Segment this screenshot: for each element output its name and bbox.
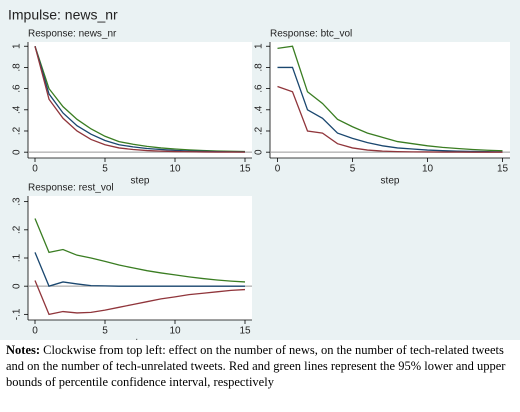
x-tick-label: 10 [169, 326, 181, 337]
notes-label: Notes: [6, 343, 41, 357]
y-tick-label: 0 [254, 149, 265, 155]
line-series [34, 46, 246, 153]
plot-area [28, 42, 252, 158]
line-series [277, 45, 503, 152]
x-axis-label: step [381, 176, 400, 187]
x-tick-label: 10 [169, 164, 181, 175]
x-tick-label: 15 [239, 326, 251, 337]
x-axis-label: step [131, 338, 150, 340]
panel-title: Response: btc_vol [270, 29, 352, 40]
y-tick-label: .2 [12, 225, 23, 234]
plot-area [270, 42, 510, 158]
y-tick-label: 0 [12, 283, 23, 289]
x-tick-label: 5 [102, 326, 108, 337]
y-tick-label: .6 [254, 84, 265, 93]
line-series [34, 218, 246, 283]
y-tick-label: .4 [254, 105, 265, 114]
panel-title: Response: news_nr [28, 29, 117, 40]
x-tick-label: 0 [32, 164, 38, 175]
x-tick-label: 5 [350, 164, 356, 175]
line-series [34, 252, 245, 287]
y-tick-label: 0 [12, 149, 23, 155]
figure-title: Impulse: news_nr [8, 7, 118, 23]
line-series [34, 46, 246, 153]
y-tick-label: .8 [254, 63, 265, 72]
y-tick-label: .4 [12, 105, 23, 114]
y-tick-label: .2 [254, 126, 265, 135]
x-tick-label: 15 [497, 164, 509, 175]
y-tick-label: -.1 [12, 308, 23, 320]
notes: Notes: Clockwise from top left: effect o… [6, 342, 514, 390]
x-tick-label: 15 [239, 164, 251, 175]
y-tick-label: .3 [12, 197, 23, 206]
line-series [277, 66, 503, 153]
x-tick-label: 0 [32, 326, 38, 337]
plot-area [28, 196, 252, 320]
x-axis-label: step [131, 176, 150, 187]
panel-title: Response: rest_vol [28, 183, 114, 194]
y-tick-label: 1 [254, 43, 265, 49]
line-series [34, 280, 246, 316]
y-tick-label: 1 [12, 43, 23, 49]
figure: Impulse: news_nr Response: news_nr 0 .2 .4.… [0, 0, 520, 340]
y-tick-label: .8 [12, 63, 23, 72]
x-tick-label: 0 [275, 164, 281, 175]
y-tick-label: .6 [12, 84, 23, 93]
x-tick-label: 10 [422, 164, 434, 175]
y-tick-label: .1 [12, 253, 23, 262]
notes-text: Clockwise from top left: effect on the n… [6, 343, 506, 389]
line-series [277, 85, 503, 153]
x-tick-label: 5 [102, 164, 108, 175]
y-tick-label: .2 [12, 126, 23, 135]
